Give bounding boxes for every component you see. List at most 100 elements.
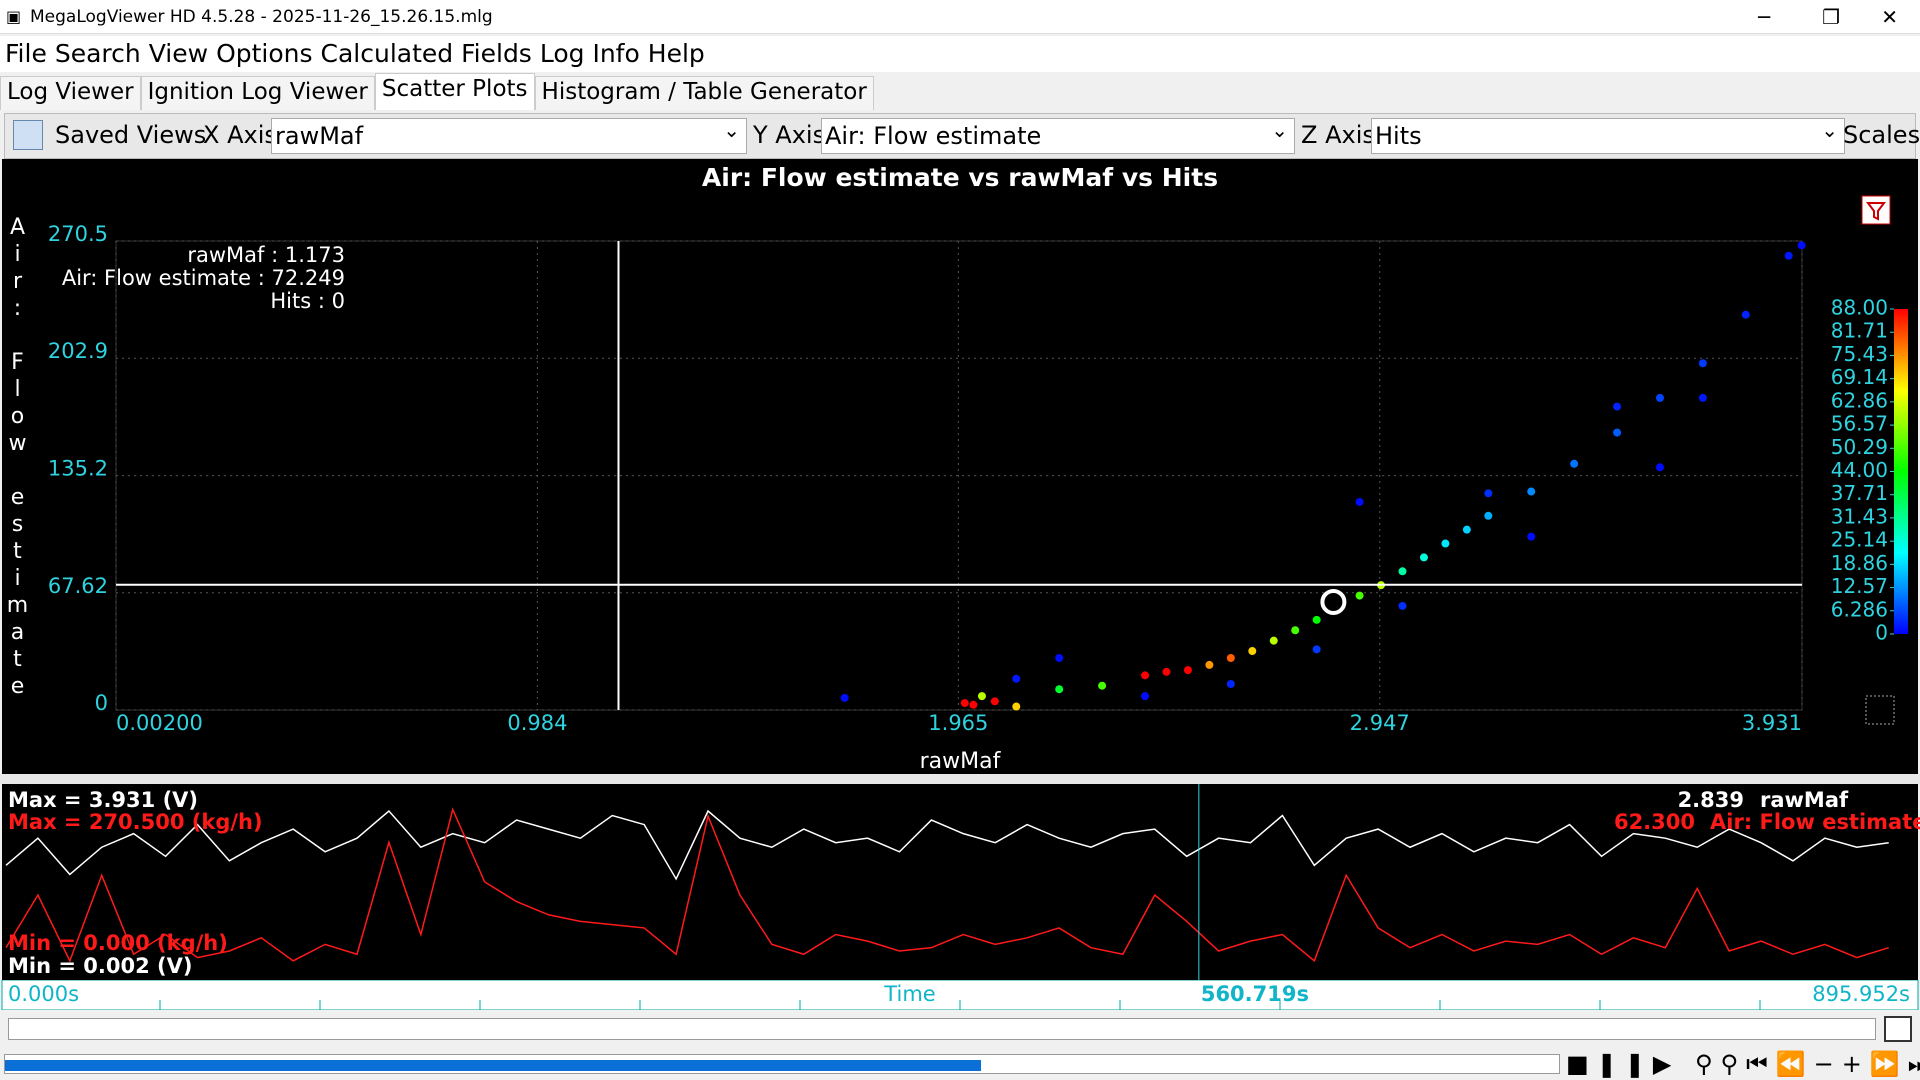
scatter-point xyxy=(1484,489,1493,498)
log-label: Max = 3.931 (V) xyxy=(8,788,198,812)
scatter-point xyxy=(1183,666,1192,675)
menu-item[interactable]: Search xyxy=(54,39,141,68)
colorbar-label: 56.57 xyxy=(1831,412,1888,436)
filter-icon xyxy=(1866,202,1886,221)
time-axis: 0.000s Time 560.719s 895.952s xyxy=(1,980,1919,1010)
colorbar-label: 31.43 xyxy=(1831,504,1888,528)
scatter-point xyxy=(1398,601,1407,610)
x-tick-label: 1.965 xyxy=(928,711,988,735)
title-bar: MegaLogViewer HD 4.5.28 - 2025-11-26_15.… xyxy=(0,0,1920,34)
close-button[interactable]: ✕ xyxy=(1881,5,1898,29)
toolbar: Saved Views X Axis: rawMaf Y Axis: Air: … xyxy=(4,113,1920,159)
app-icon: ▣ xyxy=(6,7,22,26)
saved-views[interactable]: Saved Views xyxy=(55,121,207,149)
minimize-button[interactable]: ─ xyxy=(1757,5,1770,29)
trace xyxy=(5,807,1889,963)
log-viewer: Max = 3.931 (V)Max = 270.500 (kg/h) Min =… xyxy=(2,784,1920,980)
time-label: 0.000s xyxy=(8,982,79,1006)
y-tick-label: 202.9 xyxy=(48,339,108,363)
scatter-point xyxy=(960,699,969,708)
log-background xyxy=(2,784,1918,980)
current-record xyxy=(1320,588,1347,615)
scatter-point xyxy=(1141,671,1150,680)
scatter-point xyxy=(1312,645,1321,654)
scatter-point xyxy=(1355,591,1364,600)
scatter-point xyxy=(1355,497,1364,506)
cursor-readout: Hits : 0 xyxy=(270,289,345,313)
scatter-point xyxy=(1698,359,1707,368)
colorbar-label: 44.00 xyxy=(1831,458,1888,482)
readout-part: 72.249 xyxy=(272,266,345,290)
splitter[interactable] xyxy=(0,774,1920,784)
log-label: 62.300 xyxy=(1614,810,1695,834)
colorbar-label: 25.14 xyxy=(1831,528,1888,552)
x-axis-select[interactable]: rawMaf xyxy=(271,113,747,154)
y-tick-label: 270.5 xyxy=(48,222,108,246)
readout-part: Hits xyxy=(270,289,311,313)
scatter-point xyxy=(1655,463,1664,472)
colorbar-label: 69.14 xyxy=(1831,365,1888,389)
menu-item[interactable]: Log Info xyxy=(539,39,640,68)
grid-button[interactable] xyxy=(1884,1016,1912,1042)
tab[interactable]: Log Viewer xyxy=(0,76,141,110)
scatter-point xyxy=(1312,615,1321,624)
trace xyxy=(5,809,1889,881)
menu-item[interactable]: Calculated Fields xyxy=(320,39,532,68)
readout-part: Air: Flow estimate xyxy=(62,266,251,290)
z-axis-label: Z Axis: xyxy=(1301,121,1383,149)
scatter-point xyxy=(1570,459,1579,468)
scatter-point xyxy=(1398,567,1407,576)
scales-button[interactable]: Scales xyxy=(1843,121,1920,149)
scatter-point xyxy=(1205,660,1214,669)
menu-item[interactable]: Help xyxy=(647,39,705,68)
y-axis-select[interactable]: Air: Flow estimate xyxy=(821,113,1295,154)
colorbar-label: 81.71 xyxy=(1831,319,1888,343)
y-tick-label: 0 xyxy=(95,691,108,715)
scatter-point xyxy=(1012,702,1021,711)
filter-button[interactable] xyxy=(1861,195,1891,225)
menu-bar: File Search View Options Calculated Fields Lo… xyxy=(0,36,1920,72)
log-label: Air: Flow estimate xyxy=(1710,810,1920,834)
colorbar-label: 88.00 xyxy=(1831,296,1888,320)
readout-part: 0 xyxy=(332,289,345,313)
tab[interactable]: Histogram / Table Generator xyxy=(534,76,874,110)
scatter-chart: Air: Flow estimate vs rawMaf vs Hits 0.00… xyxy=(2,159,1918,774)
scatter-point xyxy=(1484,511,1493,520)
log-label: 2.839 xyxy=(1678,788,1744,812)
log-label: rawMaf xyxy=(1760,788,1849,812)
tab[interactable]: Scatter Plots xyxy=(374,73,535,110)
log-label: Max = 270.500 (kg/h) xyxy=(8,810,263,834)
restore-button[interactable]: ❐ xyxy=(1822,5,1840,29)
scatter-point xyxy=(1012,674,1021,683)
time-label: 895.952s xyxy=(1812,982,1910,1006)
readout-part: : xyxy=(311,289,331,313)
z-axis-select[interactable]: Hits xyxy=(1371,113,1845,154)
scatter-point xyxy=(1797,241,1806,250)
tab[interactable]: Ignition Log Viewer xyxy=(140,76,375,110)
scatter-point xyxy=(1055,685,1064,694)
colorbar xyxy=(1894,309,1908,634)
time-label: 560.719s xyxy=(1201,982,1309,1006)
menu-item[interactable]: View xyxy=(148,39,209,68)
colorbar-label: 12.57 xyxy=(1831,574,1888,598)
playback-controls[interactable]: ■❚❚▶ ⚲⚲⏮⏪−+⏩⏭ xyxy=(1566,1050,1920,1078)
x-axis-title: rawMaf xyxy=(920,749,1002,774)
scatter-point xyxy=(969,700,978,709)
cursor-readout: rawMaf : 1.173 xyxy=(187,243,345,267)
readout-part: rawMaf xyxy=(187,243,265,267)
scatter-point xyxy=(1655,393,1664,402)
readout-part: 1.173 xyxy=(285,243,345,267)
scatter-point xyxy=(840,693,849,702)
saved-views-icon[interactable] xyxy=(13,120,43,150)
plot-type-button[interactable] xyxy=(1865,695,1895,725)
scatter-point xyxy=(1462,525,1471,534)
x-tick-label: 3.931 xyxy=(1742,711,1802,735)
scatter-point xyxy=(977,692,986,701)
menu-item[interactable]: File xyxy=(5,39,47,68)
readout-part: : xyxy=(264,243,284,267)
scatter-point xyxy=(1613,402,1622,411)
colorbar-label: 37.71 xyxy=(1831,481,1888,505)
menu-item[interactable]: Options xyxy=(216,39,313,68)
log-label: Min = 0.000 (kg/h) xyxy=(8,931,228,955)
scroll-track[interactable] xyxy=(8,1018,1876,1040)
